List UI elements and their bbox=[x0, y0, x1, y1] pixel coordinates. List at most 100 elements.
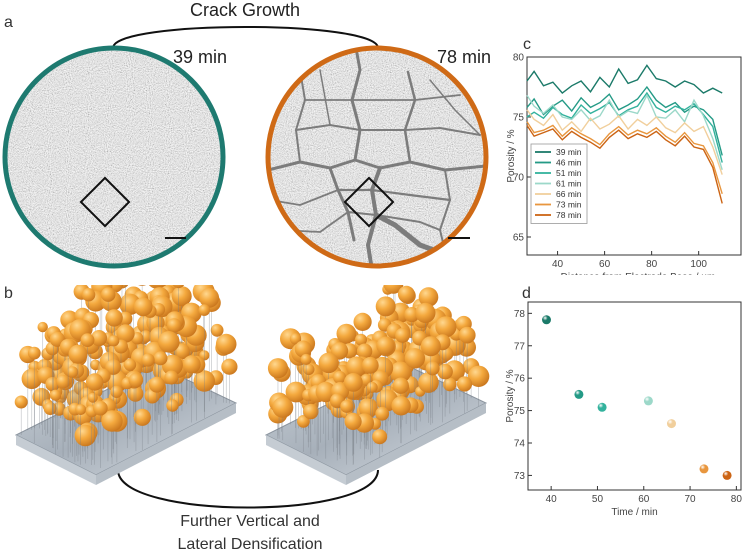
legend-entry: 61 min bbox=[556, 179, 582, 189]
particle-sphere bbox=[153, 351, 168, 366]
particle-sphere bbox=[105, 359, 121, 375]
particle-sphere bbox=[439, 346, 454, 361]
x-tick-label: 80 bbox=[731, 494, 743, 505]
panel-letter-b: b bbox=[4, 285, 13, 302]
particle-sphere bbox=[221, 358, 238, 375]
particle-sphere bbox=[289, 333, 302, 345]
particle-sphere bbox=[303, 403, 319, 420]
particle-sphere bbox=[361, 356, 379, 374]
particle-sphere bbox=[397, 285, 415, 303]
particle-sphere bbox=[138, 285, 146, 286]
tomography-slice-39min bbox=[5, 48, 223, 266]
legend-entry: 73 min bbox=[556, 200, 582, 210]
plot-frame bbox=[526, 56, 742, 256]
x-tick-label: 40 bbox=[546, 494, 558, 505]
x-axis-label: Distance from Electrode Base / µm bbox=[561, 272, 716, 275]
porosity-vs-time-chart: 40 50 60 70 80 73 74 75 76 77 78 Time / min Porosity… bbox=[505, 301, 743, 518]
particle-sphere bbox=[100, 287, 116, 302]
y-tick-label: 75 bbox=[513, 113, 525, 124]
legend-entry: 66 min bbox=[556, 189, 582, 199]
particle-sphere bbox=[346, 356, 367, 378]
particle-sphere bbox=[37, 321, 48, 333]
sphere-cloud-78min bbox=[267, 285, 490, 465]
y-axis-label: Porosity / % bbox=[505, 369, 516, 422]
y-tick-label: 77 bbox=[514, 341, 526, 352]
particle-sphere bbox=[294, 340, 312, 358]
particle-sphere bbox=[164, 370, 179, 385]
particle-sphere bbox=[75, 404, 87, 415]
particle-sphere bbox=[366, 381, 378, 393]
particle-sphere bbox=[14, 395, 28, 409]
particle-sphere bbox=[340, 399, 354, 413]
particle-sphere bbox=[376, 336, 395, 355]
panel-letter-c: c bbox=[523, 36, 531, 53]
particle-sphere bbox=[133, 297, 153, 317]
particle-sphere bbox=[297, 415, 310, 428]
particle-sphere bbox=[353, 312, 372, 331]
legend-entry: 51 min bbox=[556, 168, 582, 178]
x-tick-label: 70 bbox=[685, 494, 697, 505]
particle-sphere bbox=[127, 385, 144, 402]
legend-entry: 46 min bbox=[556, 158, 582, 168]
x-tick-label: 40 bbox=[552, 259, 564, 270]
particle-sphere bbox=[395, 328, 410, 343]
y-axis-label: Porosity / % bbox=[506, 129, 517, 182]
x-tick-label: 100 bbox=[690, 259, 707, 270]
densification-caption-line1: Further Vertical and bbox=[180, 513, 320, 530]
particle-sphere bbox=[443, 377, 457, 392]
y-tick-label: 70 bbox=[513, 173, 525, 184]
data-point bbox=[667, 419, 676, 429]
particle-sphere bbox=[68, 344, 88, 364]
panel-a-figure bbox=[2, 26, 489, 269]
particle-sphere bbox=[344, 412, 362, 430]
substrate-side-right-78min bbox=[346, 403, 486, 485]
particle-sphere bbox=[108, 335, 120, 347]
particle-sphere bbox=[151, 285, 167, 288]
particle-sphere bbox=[148, 376, 165, 393]
panel-letter-a: a bbox=[4, 14, 13, 31]
y-tick-label: 76 bbox=[514, 374, 526, 385]
particle-sphere bbox=[141, 353, 155, 367]
crack-growth-label: Crack Growth bbox=[190, 0, 301, 20]
particle-sphere bbox=[418, 287, 439, 307]
particle-sphere bbox=[66, 366, 79, 378]
particle-sphere bbox=[86, 373, 104, 391]
particle-sphere bbox=[355, 333, 367, 346]
electrode-render-39min bbox=[14, 285, 238, 485]
particle-sphere bbox=[215, 333, 237, 355]
slice-ring-78min bbox=[265, 45, 489, 269]
legend-entry: 78 min bbox=[556, 210, 582, 220]
particle-sphere bbox=[272, 396, 294, 418]
particle-sphere bbox=[404, 348, 426, 369]
particle-sphere bbox=[158, 331, 180, 353]
time-label-78min: 78 min bbox=[437, 47, 492, 67]
particle-sphere bbox=[210, 323, 224, 337]
particle-sphere bbox=[167, 318, 182, 333]
panel-b-figure bbox=[14, 285, 490, 509]
y-tick-label: 75 bbox=[514, 406, 526, 417]
y-tick-label: 80 bbox=[513, 53, 525, 64]
data-point bbox=[542, 315, 551, 325]
series-line-73-min bbox=[526, 121, 723, 195]
particle-sphere bbox=[458, 326, 476, 344]
particle-sphere bbox=[437, 363, 453, 380]
particle-sphere bbox=[372, 429, 388, 445]
particle-sphere bbox=[418, 372, 439, 393]
particle-sphere bbox=[80, 333, 95, 347]
x-tick-label: 60 bbox=[638, 494, 650, 505]
particle-sphere bbox=[133, 408, 151, 426]
particle-sphere bbox=[392, 377, 409, 394]
particle-sphere bbox=[171, 286, 192, 307]
plot-frame bbox=[527, 301, 742, 491]
x-tick-label: 60 bbox=[599, 259, 611, 270]
data-point bbox=[597, 402, 607, 412]
particle-sphere bbox=[435, 316, 457, 338]
particle-sphere bbox=[128, 372, 144, 388]
panel-letter-d: d bbox=[522, 285, 531, 302]
particle-sphere bbox=[105, 309, 123, 327]
particle-sphere bbox=[356, 343, 373, 359]
particle-sphere bbox=[27, 346, 41, 360]
densification-caption-line2: Lateral Densification bbox=[177, 536, 323, 553]
particle-sphere bbox=[318, 352, 339, 374]
particle-sphere bbox=[116, 324, 135, 343]
